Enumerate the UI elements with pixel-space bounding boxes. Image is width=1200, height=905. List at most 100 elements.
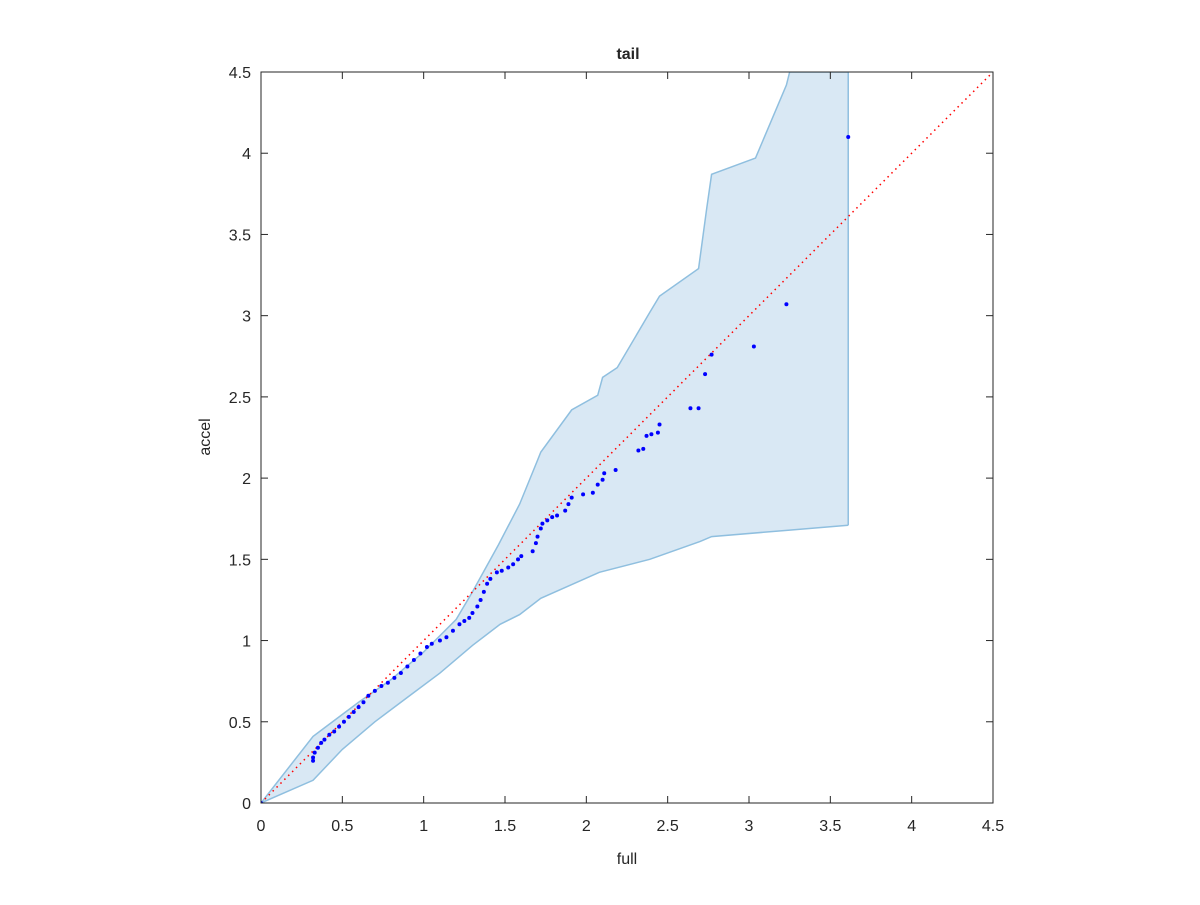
point <box>311 755 316 760</box>
point <box>550 515 555 520</box>
point <box>457 622 462 627</box>
x-tick-label: 4 <box>907 818 916 835</box>
x-tick-label: 1.5 <box>494 818 516 835</box>
x-tick-label: 2 <box>582 818 591 835</box>
point <box>312 750 317 755</box>
point <box>405 664 410 669</box>
point <box>533 541 538 546</box>
point <box>595 482 600 487</box>
point <box>418 651 423 656</box>
confidence-band <box>261 72 849 803</box>
point <box>688 406 693 411</box>
point <box>398 671 403 676</box>
point <box>516 557 521 562</box>
point <box>641 446 646 451</box>
point <box>366 693 371 698</box>
point <box>535 534 540 539</box>
point <box>590 490 595 495</box>
x-axis-label: full <box>617 851 637 868</box>
point <box>379 684 384 689</box>
point <box>538 526 543 531</box>
point <box>346 714 351 719</box>
point <box>478 597 483 602</box>
point <box>429 641 434 646</box>
y-tick-label: 4 <box>242 146 251 163</box>
point <box>530 549 535 554</box>
point <box>356 705 361 710</box>
point <box>351 710 356 715</box>
point <box>411 658 416 663</box>
point <box>475 604 480 609</box>
point <box>424 645 429 650</box>
point <box>327 732 332 737</box>
axes-box <box>260 71 994 804</box>
point <box>499 568 504 573</box>
point <box>655 430 660 435</box>
y-tick-label: 2 <box>242 471 251 488</box>
point <box>569 495 574 500</box>
reference-line <box>261 72 993 803</box>
point <box>470 610 475 615</box>
y-tick-label: 2.5 <box>229 390 251 407</box>
point <box>784 302 789 307</box>
point <box>506 565 511 570</box>
point <box>341 719 346 724</box>
point <box>703 372 708 377</box>
point <box>581 492 586 497</box>
point <box>322 737 327 742</box>
point <box>437 638 442 643</box>
point <box>467 615 472 620</box>
x-tick-label: 3 <box>745 818 754 835</box>
point <box>361 700 366 705</box>
point <box>540 521 545 526</box>
point <box>511 562 516 567</box>
x-tick-label: 1 <box>419 818 428 835</box>
band-lower-edge <box>261 524 849 803</box>
point <box>494 570 499 575</box>
point <box>657 422 662 427</box>
point <box>444 635 449 640</box>
point <box>392 675 397 680</box>
point <box>545 518 550 523</box>
point <box>372 688 377 693</box>
point <box>566 502 571 507</box>
point <box>337 724 342 729</box>
y-tick-label: 3 <box>242 309 251 326</box>
y-tick-label: 0.5 <box>229 715 251 732</box>
point <box>563 508 568 513</box>
y-tick-label: 3.5 <box>229 227 251 244</box>
y-tick-label: 1.5 <box>229 552 251 569</box>
y-tick-label: 4.5 <box>229 65 251 82</box>
point <box>488 576 493 581</box>
point <box>613 467 618 472</box>
x-tick-label: 4.5 <box>982 818 1004 835</box>
point <box>602 471 607 476</box>
point <box>462 619 467 624</box>
point <box>644 433 649 438</box>
y-axis-label: accel <box>197 418 214 455</box>
point <box>709 352 714 357</box>
point <box>332 729 337 734</box>
point <box>519 554 524 559</box>
point <box>600 477 605 482</box>
point <box>846 134 851 139</box>
point <box>649 432 654 437</box>
point <box>696 406 701 411</box>
point <box>385 680 390 685</box>
x-tick-label: 0.5 <box>331 818 353 835</box>
x-tick-label: 0 <box>257 818 266 835</box>
point <box>319 740 324 745</box>
point <box>450 628 455 633</box>
point <box>485 581 490 586</box>
point <box>315 745 320 750</box>
point <box>636 448 641 453</box>
y-tick-label: 1 <box>242 634 251 651</box>
point <box>751 344 756 349</box>
point <box>481 589 486 594</box>
y-tick-label: 0 <box>242 796 251 813</box>
x-tick-label: 2.5 <box>657 818 679 835</box>
chart-title: tail <box>616 46 639 63</box>
plot-area <box>261 72 993 803</box>
point <box>311 758 316 763</box>
